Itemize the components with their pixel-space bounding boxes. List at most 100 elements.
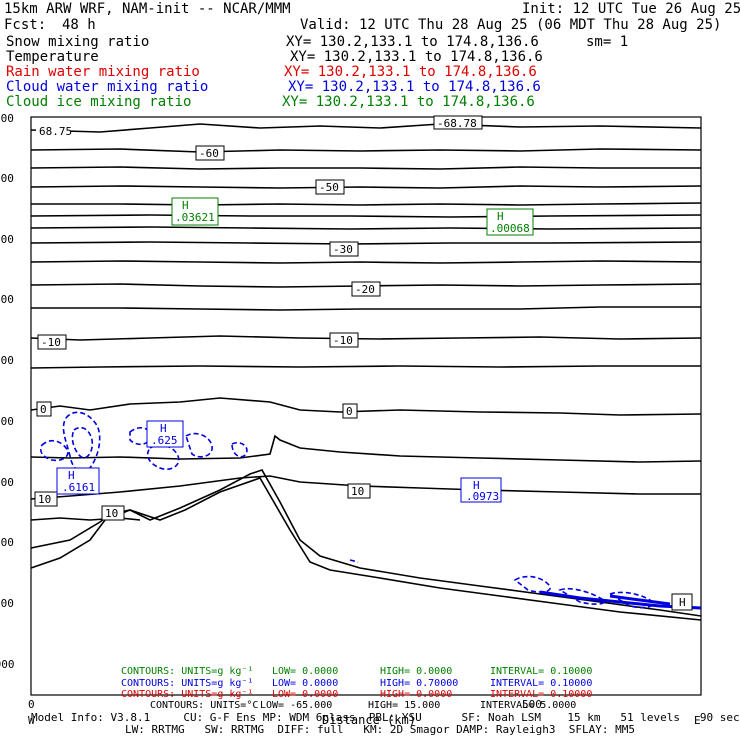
- contour-units: CONTOURS: UNITS=g kg⁻¹: [121, 689, 253, 700]
- extremum-letter: H: [182, 199, 189, 212]
- y-axis-labels: 100 200 300 400 500 600 700 800 900 1000: [0, 112, 15, 671]
- isotherm-label: 68.75: [39, 125, 72, 138]
- isotherm-line: [31, 202, 702, 206]
- cloud-water-contours: [39, 411, 654, 609]
- isotherm-line: [30, 166, 701, 170]
- contour-low: LOW= 0.0000: [272, 678, 338, 689]
- cloud-water-contour: [71, 426, 94, 459]
- field-name-snow: Snow mixing ratio: [6, 34, 150, 50]
- isotherm-label: -68.78: [437, 117, 477, 130]
- extremum-letter: H: [679, 596, 686, 609]
- y-tick-label: 100: [0, 112, 14, 125]
- contour-low: LOW= -65.000: [260, 700, 332, 711]
- isotherm-labels: 68.75 -68.78 -60 -50 -30 -20 -10 -10 0 0…: [34, 115, 483, 521]
- isotherm-label-box: 0: [36, 401, 52, 417]
- cloud-water-contour: [558, 587, 605, 605]
- isotherm-label: 10: [38, 493, 51, 506]
- isotherm-label-box: -10: [37, 334, 67, 350]
- forecast-hour: 48 h: [62, 17, 96, 33]
- x-tick-label: 0: [28, 698, 35, 711]
- field-name-cloud-water: Cloud water mixing ratio: [6, 79, 209, 95]
- contour-info: CONTOURS: UNITS=g kg⁻¹ LOW= 0.0000 HIGH=…: [121, 666, 592, 711]
- contour-info-temperature: CONTOURS: UNITS=°C LOW= -65.000 HIGH= 15…: [150, 700, 576, 711]
- isotherm-line: [30, 365, 701, 369]
- y-tick-label: 400: [0, 293, 14, 306]
- field-name-temperature: Temperature: [6, 49, 99, 65]
- field-xy-rain: XY= 130.2,133.1 to 174.8,136.6: [284, 64, 537, 80]
- contour-interval: INTERVAL= 0.10000: [490, 689, 592, 700]
- isotherm-label-box: 10: [34, 491, 58, 507]
- y-tick-label: 500: [0, 354, 14, 367]
- contour-low: LOW= 0.0000: [272, 666, 338, 677]
- contour-high: HIGH= 15.000: [368, 700, 440, 711]
- x-axis-label: Distance (km): [322, 713, 416, 727]
- extremum-value: .625: [151, 434, 178, 447]
- isotherm-line: [30, 226, 702, 230]
- contour-low: LOW= 0.0000: [272, 689, 338, 700]
- extremum-letter: H: [160, 422, 167, 435]
- cloud-water-contour: [62, 411, 101, 473]
- contour-interval: INTERVAL= 5.0000: [480, 700, 576, 711]
- cloud-water-contour: [609, 594, 671, 606]
- isotherm-label-box: 68.75: [36, 124, 72, 138]
- isotherm-label: 0: [346, 405, 353, 418]
- contour-high: HIGH= 0.0000: [380, 689, 452, 700]
- valid-time: Valid: 12 UTC Thu 28 Aug 25 (06 MDT Thu …: [300, 17, 722, 33]
- isotherm-label-box: 10: [347, 483, 371, 499]
- y-tick-label: 700: [0, 476, 14, 489]
- isotherm-line: [30, 335, 702, 341]
- isotherm-line: [31, 306, 701, 311]
- y-tick-label: 600: [0, 415, 14, 428]
- isotherm-label-box: -50: [315, 179, 345, 195]
- y-tick-label: 900: [0, 597, 14, 610]
- cloud-water-contour: [185, 432, 213, 458]
- field-xy-cloud-water: XY= 130.2,133.1 to 174.8,136.6: [288, 79, 541, 95]
- field-xy-cloud-ice: XY= 130.2,133.1 to 174.8,136.6: [282, 94, 535, 110]
- field-name-cloud-ice: Cloud ice mixing ratio: [6, 94, 192, 110]
- plot-frame: [30, 116, 702, 696]
- isotherm-line: [30, 434, 702, 463]
- contour-interval: INTERVAL= 0.10000: [490, 678, 592, 689]
- x-tick-label: 500: [522, 698, 542, 711]
- isotherm-label: -10: [333, 334, 353, 347]
- cloud-water-high-1: H .625: [146, 420, 184, 448]
- model-info-line1: Model Info: V3.8.1 CU: G-F Ens MP: WDM 6…: [31, 711, 740, 724]
- isotherm-line: [30, 477, 702, 621]
- y-tick-label: 300: [0, 233, 14, 246]
- isotherm-label: -10: [41, 336, 61, 349]
- isotherm-label: 0: [40, 403, 47, 416]
- contour-high: HIGH= 0.70000: [380, 678, 458, 689]
- isotherm-label-box: -10: [329, 332, 359, 348]
- init-time: Init: 12 UTC Tue 26 Aug 25: [522, 1, 740, 17]
- cloud-ice-high-2: H .00068: [486, 208, 534, 236]
- isotherm-line: [30, 241, 702, 245]
- contour-high: HIGH= 0.0000: [380, 666, 452, 677]
- cloud-water-contour: [513, 575, 551, 593]
- extremum-value: .00068: [490, 222, 530, 235]
- extremum-value: .6161: [62, 481, 95, 494]
- extremum-letter: H: [473, 479, 480, 492]
- contour-units: CONTOURS: UNITS=g kg⁻¹: [121, 666, 253, 677]
- y-tick-label: 1000: [0, 658, 15, 671]
- cloud-ice-high-1: H .03621: [171, 197, 219, 226]
- cloud-water-contour: [231, 441, 248, 458]
- isotherm-label: 10: [351, 485, 364, 498]
- cloud-water-high-2: H .6161: [56, 467, 100, 495]
- extremum-letter: H: [68, 469, 75, 482]
- isotherm-label-box: -68.78: [433, 115, 483, 130]
- extrema-labels: H .03621 H .00068 H .625 H .6161 H .0973…: [56, 197, 693, 611]
- isotherm-line: [30, 185, 702, 189]
- contour-units: CONTOURS: UNITS=°C: [150, 700, 258, 711]
- west-label: W: [28, 714, 35, 727]
- isotherm-line: [30, 517, 141, 521]
- extremum-letter: H: [497, 210, 504, 223]
- isotherm-label: -30: [333, 243, 353, 256]
- isotherm-label-box: 0: [342, 403, 358, 419]
- isotherm-line: [30, 397, 702, 416]
- field-name-rain: Rain water mixing ratio: [6, 64, 200, 80]
- extremum-value: .03621: [175, 211, 215, 224]
- contour-info-cloud-ice: CONTOURS: UNITS=g kg⁻¹ LOW= 0.0000 HIGH=…: [121, 666, 592, 677]
- isotherm-label-box: -20: [351, 281, 381, 297]
- isotherm-line: [30, 148, 702, 153]
